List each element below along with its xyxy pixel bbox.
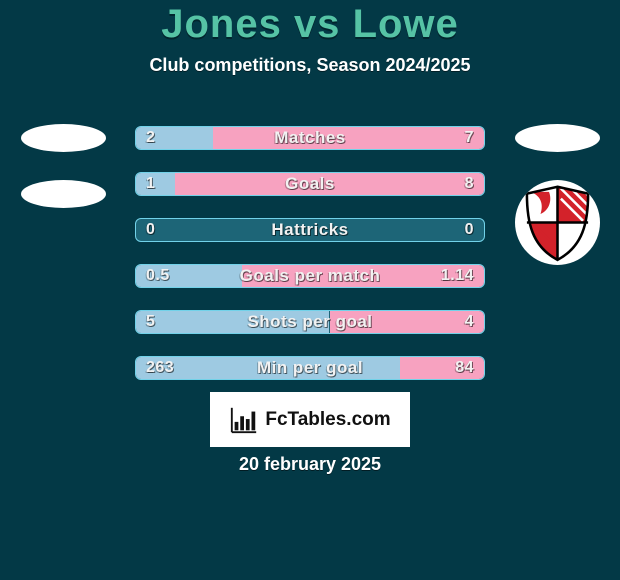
stat-row: 00Hattricks bbox=[135, 218, 485, 242]
club-placeholder-icon bbox=[21, 124, 106, 152]
stat-label: Hattricks bbox=[136, 219, 484, 241]
stat-row: 27Matches bbox=[135, 126, 485, 150]
stat-row: 18Goals bbox=[135, 172, 485, 196]
stat-label: Goals bbox=[136, 173, 484, 195]
right-club-logos bbox=[512, 124, 602, 265]
stat-row: 26384Min per goal bbox=[135, 356, 485, 380]
branding-label: FcTables.com bbox=[265, 409, 390, 431]
title-right-name: Lowe bbox=[353, 2, 459, 46]
date-text: 20 february 2025 bbox=[0, 454, 620, 475]
stat-bars: 27Matches 18Goals 00Hattricks 0.51.14Goals … bbox=[135, 126, 485, 402]
page-subtitle: Club competitions, Season 2024/2025 bbox=[0, 55, 620, 76]
branding-badge: FcTables.com bbox=[210, 392, 410, 447]
club-placeholder-icon bbox=[21, 180, 106, 208]
comparison-infographic: Jones vs Lowe Club competitions, Season … bbox=[0, 0, 620, 580]
title-left-name: Jones bbox=[161, 2, 282, 46]
stat-label: Min per goal bbox=[136, 357, 484, 379]
stat-label: Shots per goal bbox=[136, 311, 484, 333]
stat-row: 54Shots per goal bbox=[135, 310, 485, 334]
left-club-logos bbox=[18, 124, 108, 208]
club-placeholder-icon bbox=[515, 124, 600, 152]
page-title: Jones vs Lowe bbox=[0, 2, 620, 47]
stat-label: Matches bbox=[136, 127, 484, 149]
bar-chart-icon bbox=[229, 405, 259, 435]
stat-row: 0.51.14Goals per match bbox=[135, 264, 485, 288]
stat-label: Goals per match bbox=[136, 265, 484, 287]
club-crest-icon bbox=[515, 180, 600, 265]
title-vs: vs bbox=[294, 2, 341, 46]
